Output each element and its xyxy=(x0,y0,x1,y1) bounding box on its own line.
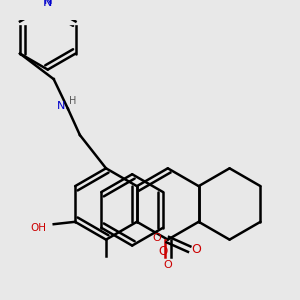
Text: O: O xyxy=(153,233,161,243)
Text: O: O xyxy=(158,245,168,258)
Text: O: O xyxy=(191,243,201,256)
Text: N: N xyxy=(43,0,52,9)
Text: N: N xyxy=(57,101,65,112)
Text: OH: OH xyxy=(31,223,46,233)
Text: O: O xyxy=(164,260,172,270)
Text: H: H xyxy=(69,95,76,106)
Text: N: N xyxy=(44,0,52,7)
